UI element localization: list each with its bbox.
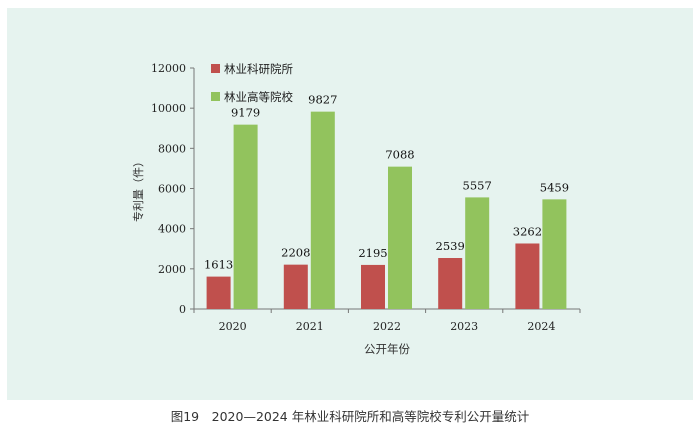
data-label: 2208: [281, 246, 310, 260]
data-label: 9827: [308, 93, 337, 107]
data-label: 3262: [513, 224, 542, 238]
x-tick-label: 2022: [373, 320, 401, 333]
bar-research-institutes: [206, 276, 231, 309]
bar-universities: [310, 111, 335, 309]
y-tick-label: 8000: [158, 142, 186, 155]
y-axis-title: 专利量（件）: [131, 156, 145, 222]
bar-research-institutes: [515, 243, 540, 309]
y-tick-label: 2000: [158, 263, 186, 276]
bar-research-institutes: [361, 264, 385, 309]
bars: [206, 111, 567, 309]
bar-research-institutes: [283, 264, 308, 309]
x-tick-label: 2021: [296, 320, 324, 333]
data-label: 5459: [540, 180, 569, 194]
y-tick-label: 6000: [158, 183, 186, 196]
legend-swatch: [211, 64, 220, 73]
legend-label: 林业高等院校: [224, 90, 293, 104]
bar-research-institutes: [438, 258, 463, 309]
data-label: 9179: [231, 106, 260, 120]
bar-universities: [233, 124, 258, 309]
y-tick-label: 10000: [151, 102, 186, 115]
chart-panel: [7, 8, 693, 400]
data-label: 2539: [436, 239, 465, 253]
bar-universities: [465, 197, 490, 309]
y-tick-label: 12000: [151, 62, 186, 75]
figure-caption: 图19 2020—2024 年林业科研院所和高等院校专利公开量统计: [170, 409, 530, 424]
data-label: 5557: [463, 178, 492, 192]
data-label: 7088: [385, 148, 414, 162]
x-tick-label: 2024: [527, 320, 555, 333]
data-label: 2195: [358, 246, 387, 260]
bar-universities: [542, 199, 567, 309]
x-tick-label: 2020: [219, 320, 247, 333]
x-tick-label: 2023: [450, 320, 478, 333]
bar-universities: [388, 166, 412, 309]
data-labels: 1613 9179 2208 9827 2195 7088 2539 5557 3262 5459: [204, 93, 569, 272]
x-axis-title: 公开年份: [364, 342, 410, 356]
y-axis: 0 2000 4000 6000 8000 10000 12000: [151, 62, 195, 316]
x-axis: 2020 2021 2022 2023 2024: [193, 308, 581, 333]
legend-label: 林业科研院所: [224, 62, 293, 76]
y-tick-label: 4000: [158, 223, 186, 236]
data-label: 1613: [204, 258, 233, 272]
legend-swatch: [211, 92, 220, 101]
y-tick-label: 0: [179, 303, 186, 316]
